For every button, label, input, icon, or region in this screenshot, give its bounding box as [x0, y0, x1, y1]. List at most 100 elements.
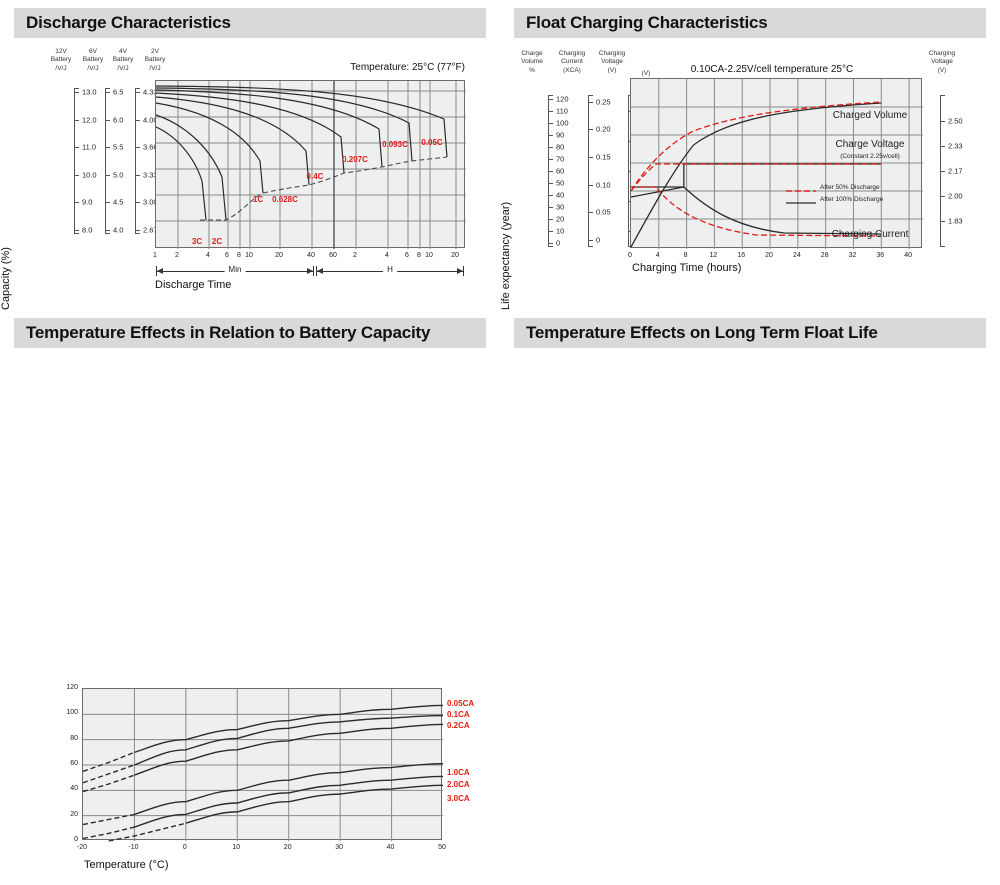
scale-tick-value: 4.0	[113, 225, 124, 235]
curve-label-1p0CA: 1.0CA	[447, 768, 470, 777]
y-tick-120: 120	[66, 683, 78, 691]
page-title-tempcap: Temperature Effects in Relation to Batte…	[26, 323, 431, 342]
x-tick-6: 6	[225, 252, 229, 259]
x-tick-0: 0	[182, 844, 187, 851]
scale-tick-value: 9.0	[82, 197, 93, 207]
range-label-min: Min	[224, 265, 246, 274]
scale-tick-value: 10.0	[82, 170, 97, 180]
scale-tick-value: 2.67	[143, 225, 158, 235]
x-tick-4: 4	[655, 252, 660, 259]
curve-label-0p05CA: 0.05CA	[447, 699, 475, 708]
x-tick-32: 32	[848, 252, 857, 259]
scale-header-charge-volume: Charge Volume %	[521, 50, 543, 74]
curve-label-0p1CA: 0.1CA	[447, 710, 470, 719]
axis-title-life-expectancy: Life expectancy (year)	[500, 201, 512, 310]
x-tick-4: 4	[385, 252, 389, 259]
scale-tick-value: 4.33	[143, 87, 158, 97]
x-tick-2: 2	[175, 252, 179, 259]
scale-tick-value: 90	[556, 130, 565, 140]
curve-label-3C: 3C	[191, 237, 203, 246]
scale-tick-value: 0.05	[596, 207, 611, 217]
x-tick-10: 10	[232, 844, 241, 851]
scale-tick-value: 2.50	[948, 116, 963, 126]
panel-title-bar-discharge: Discharge Characteristics	[14, 8, 486, 38]
y-tick-100: 100	[66, 709, 78, 717]
curve-label-2p0CA: 2.0CA	[447, 780, 470, 789]
plot-area-discharge	[155, 80, 466, 249]
scale-tick-value: 2.00	[948, 191, 963, 201]
scale-tick-value: 1.83	[948, 216, 963, 226]
curve-label-0p4C: 0.4C	[306, 172, 324, 181]
scale-tick-value: 20	[556, 214, 565, 224]
scale-tick-value: 70	[556, 154, 565, 164]
x-tick-12: 12	[709, 252, 718, 259]
scale-tick-value: 10	[556, 226, 565, 236]
curve-label-charge-voltage: Charge Voltage	[835, 139, 905, 150]
x-tick-60: 60	[329, 252, 337, 259]
scale-tick-value: 5.0	[113, 170, 124, 180]
y-tick-0: 0	[74, 835, 78, 843]
scale-tick-value: 4.00	[143, 115, 158, 125]
curve-label-0p207C: 0.207C	[342, 155, 368, 164]
x-tick-30: 30	[335, 844, 344, 851]
scale-tick-value: 3.00	[143, 197, 158, 207]
panel-float-charging-characteristics: Float Charging Characteristics Charge Vo…	[500, 0, 1000, 310]
legend-label-1: After 100% Discharge	[820, 196, 884, 203]
x-tick-36: 36	[876, 252, 885, 259]
x-tick-40: 40	[386, 844, 395, 851]
x-tick-40: 40	[904, 252, 912, 259]
x-tick-10: 10	[245, 252, 253, 259]
x-tick--10: -10	[128, 844, 139, 851]
curve-label-0p05C: 0.05C	[421, 138, 443, 147]
curve-label-2C: 2C	[211, 237, 223, 246]
curve-label-charged-volume: Charged Volume	[832, 110, 908, 121]
x-tick-20: 20	[765, 252, 773, 259]
curve-label-0p093C: 0.093C	[382, 140, 408, 149]
scale-header-charging-voltage: Charging Voltage (V)	[598, 50, 626, 74]
range-bar-minutes: Min	[156, 265, 314, 276]
scale-tick-value: 3.33	[143, 170, 158, 180]
scale-tick-value: 80	[556, 142, 565, 152]
x-tick-20: 20	[283, 844, 292, 851]
scale-header-2v: 2V Battery /V/J	[144, 48, 166, 72]
scale-tick-value: 50	[556, 178, 565, 188]
panel-title-bar-float: Float Charging Characteristics	[514, 8, 986, 38]
scale-tick-value: 120	[556, 94, 569, 104]
range-label-h: H	[383, 265, 397, 274]
range-bar-hours: H	[316, 265, 464, 276]
x-tick-40: 40	[307, 252, 315, 259]
x-tick-0: 0	[628, 252, 632, 259]
annotation-temperature: Temperature: 25°C (77°F)	[350, 62, 465, 73]
scale-tick-value: 13.0	[82, 87, 97, 97]
x-tick-8: 8	[417, 252, 421, 259]
y-tick-20: 20	[70, 810, 78, 818]
x-tick-10: 10	[425, 252, 433, 259]
x-tick-24: 24	[792, 252, 801, 259]
scale-header-6v: 6V Battery /V/J	[82, 48, 104, 72]
scale-tick-value: 40	[556, 190, 565, 200]
y-tick-80: 80	[70, 734, 78, 742]
scale-tick-value: 0	[596, 235, 601, 245]
curve-label-charging-current: Charging Current	[831, 229, 909, 240]
x-tick-6: 6	[405, 252, 409, 259]
panel-discharge-characteristics: Discharge Characteristics Terminal Volta…	[0, 0, 500, 310]
scale-header-charging-current: Charging Current (XCA)	[558, 50, 586, 74]
axis-title-discharge-time: Discharge Time	[155, 279, 232, 291]
x-tick--20: -20	[76, 844, 88, 851]
scale-tick-value: 2.17	[948, 166, 963, 176]
scale-tick-value: 0.20	[596, 124, 611, 134]
x-tick-2: 2	[353, 252, 357, 259]
scale-header-12v: 12V Battery /V/J	[50, 48, 72, 72]
x-tick-8: 8	[237, 252, 241, 259]
scale-tick-value: 11.0	[82, 142, 97, 152]
y-tick-40: 40	[70, 785, 78, 793]
x-tick-4: 4	[206, 252, 210, 259]
page-title-discharge: Discharge Characteristics	[26, 13, 231, 32]
scale-tick-value: 8.0	[82, 225, 93, 235]
scale-tick-value: 60	[556, 166, 565, 176]
scale-tick-value: 6.0	[113, 115, 124, 125]
scale-tick-value: 4.5	[113, 197, 124, 207]
x-tick-8: 8	[683, 252, 688, 259]
scale-tick-value: 100	[556, 118, 569, 128]
